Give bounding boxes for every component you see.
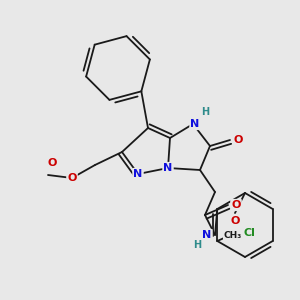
Text: O: O — [47, 158, 57, 168]
Text: H: H — [193, 240, 201, 250]
Text: O: O — [233, 135, 243, 145]
Text: N: N — [190, 119, 200, 129]
Text: CH₃: CH₃ — [224, 230, 242, 239]
Text: N: N — [164, 163, 172, 173]
Text: H: H — [201, 107, 209, 117]
Text: N: N — [202, 230, 211, 240]
Text: O: O — [231, 200, 241, 210]
Text: O: O — [67, 173, 77, 183]
Text: N: N — [134, 169, 142, 179]
Text: O: O — [230, 216, 240, 226]
Text: Cl: Cl — [243, 228, 255, 238]
